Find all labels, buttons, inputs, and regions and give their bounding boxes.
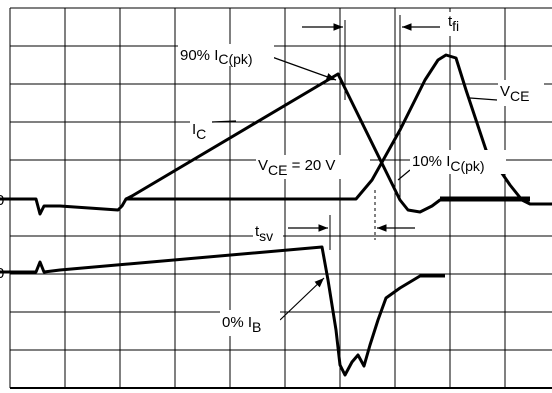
label: VCE = 20 V (258, 157, 335, 178)
label: tfi (448, 13, 459, 34)
leader (469, 97, 498, 101)
label: VCE (500, 83, 529, 104)
label: tsv (255, 223, 273, 244)
zero-marker: 0 (0, 265, 4, 282)
label-part: t (448, 13, 453, 30)
label-part: C(pk) (218, 51, 252, 67)
leader (271, 56, 337, 81)
label-part: CE (510, 88, 529, 104)
ib-waveform (0, 245, 445, 377)
grid (9, 7, 552, 389)
label-part: B (252, 319, 261, 335)
label-part: sv (259, 228, 273, 244)
label: IC (192, 121, 206, 142)
label-part: = 20 V (287, 157, 335, 174)
leader (397, 169, 411, 181)
label-part: 10% I (412, 153, 450, 170)
label: 10% IC(pk) (412, 153, 485, 174)
leader (211, 120, 237, 123)
label-part: t (255, 223, 260, 240)
label-part: C(pk) (450, 158, 484, 174)
label-part: C (196, 126, 206, 142)
label: 90% IC(pk) (180, 47, 253, 67)
label: 0% IB (222, 314, 261, 335)
label-part: I (192, 121, 196, 138)
label-part: fi (452, 18, 459, 34)
label-part: 0% I (222, 314, 252, 331)
leader (279, 277, 325, 321)
label-part: 90% I (180, 47, 218, 64)
label-part: CE (268, 162, 287, 178)
label-part: V (258, 157, 268, 174)
zero-marker: 0 (0, 192, 4, 209)
label-part: V (500, 83, 510, 100)
